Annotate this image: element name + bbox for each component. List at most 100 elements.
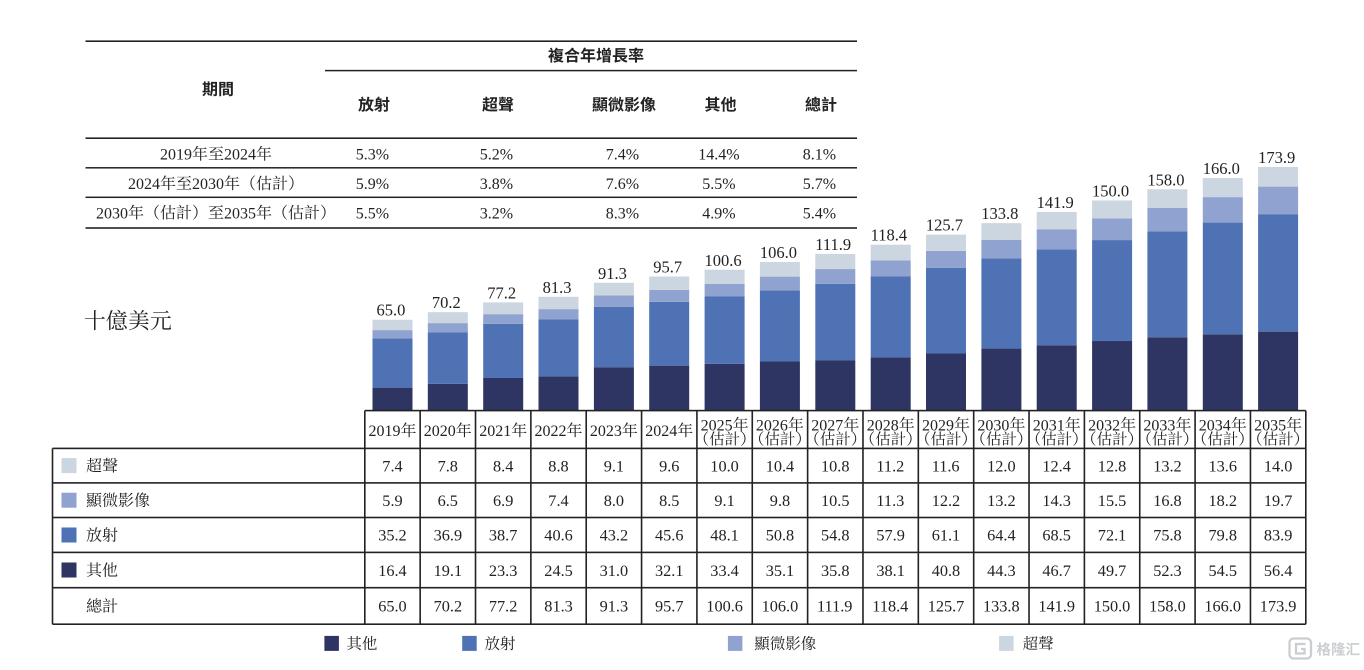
svg-text:56.4: 56.4: [1264, 561, 1293, 580]
svg-text:2026: 2026: [756, 417, 788, 434]
svg-text:2032: 2032: [1088, 417, 1120, 434]
svg-text:2019: 2019: [369, 423, 401, 440]
svg-text:64.4: 64.4: [987, 526, 1016, 545]
svg-text:11.2: 11.2: [876, 456, 904, 475]
svg-text:36.9: 36.9: [434, 526, 463, 545]
svg-text:2033: 2033: [1143, 417, 1175, 434]
svg-text:2021: 2021: [479, 423, 511, 440]
svg-text:57.9: 57.9: [876, 526, 905, 545]
svg-text:2035: 2035: [1254, 417, 1286, 434]
svg-text:61.1: 61.1: [932, 526, 961, 545]
svg-text:5.7%: 5.7%: [803, 176, 836, 193]
svg-text:50.8: 50.8: [766, 526, 795, 545]
svg-text:10.0: 10.0: [710, 456, 739, 475]
svg-text:6.5: 6.5: [438, 491, 458, 510]
svg-text:125.7: 125.7: [928, 597, 965, 616]
svg-text:2020: 2020: [424, 423, 456, 440]
svg-text:23.3: 23.3: [489, 561, 518, 580]
svg-text:46.7: 46.7: [1042, 561, 1071, 580]
svg-text:91.3: 91.3: [598, 264, 627, 283]
svg-text:5.5%: 5.5%: [356, 205, 389, 222]
svg-text:70.2: 70.2: [432, 293, 461, 312]
svg-text:38.7: 38.7: [489, 526, 518, 545]
svg-text:5.3%: 5.3%: [356, 147, 389, 164]
svg-text:2022: 2022: [535, 423, 567, 440]
svg-text:7.4: 7.4: [548, 491, 568, 510]
svg-text:111.9: 111.9: [815, 235, 851, 254]
svg-text:49.7: 49.7: [1098, 561, 1127, 580]
svg-text:5.9: 5.9: [382, 491, 402, 510]
svg-text:106.0: 106.0: [762, 597, 799, 616]
svg-text:16.8: 16.8: [1153, 491, 1182, 510]
svg-text:2031: 2031: [1033, 417, 1065, 434]
svg-text:81.3: 81.3: [544, 597, 573, 616]
svg-text:2030: 2030: [192, 176, 224, 193]
svg-text:111.9: 111.9: [817, 597, 852, 616]
svg-text:91.3: 91.3: [600, 597, 629, 616]
svg-text:40.8: 40.8: [932, 561, 961, 580]
svg-text:38.1: 38.1: [876, 561, 905, 580]
svg-text:106.0: 106.0: [760, 243, 797, 262]
svg-text:16.4: 16.4: [378, 561, 407, 580]
svg-text:2034: 2034: [1199, 417, 1231, 434]
svg-text:2019: 2019: [160, 147, 192, 164]
svg-text:77.2: 77.2: [489, 597, 518, 616]
svg-text:44.3: 44.3: [987, 561, 1016, 580]
svg-text:33.4: 33.4: [710, 561, 739, 580]
svg-text:19.1: 19.1: [434, 561, 463, 580]
svg-text:72.1: 72.1: [1098, 526, 1127, 545]
svg-text:7.4: 7.4: [382, 456, 402, 475]
svg-text:8.5: 8.5: [659, 491, 679, 510]
svg-text:125.7: 125.7: [926, 216, 963, 235]
svg-text:2028: 2028: [867, 417, 899, 434]
svg-text:48.1: 48.1: [710, 526, 739, 545]
svg-text:35.8: 35.8: [821, 561, 850, 580]
svg-text:40.6: 40.6: [544, 526, 573, 545]
svg-text:54.5: 54.5: [1209, 561, 1238, 580]
svg-text:158.0: 158.0: [1147, 170, 1184, 189]
svg-text:2023: 2023: [590, 423, 622, 440]
svg-text:70.2: 70.2: [434, 597, 463, 616]
svg-text:5.2%: 5.2%: [480, 147, 513, 164]
svg-text:150.0: 150.0: [1094, 597, 1131, 616]
svg-text:68.5: 68.5: [1042, 526, 1071, 545]
svg-text:8.0: 8.0: [604, 491, 624, 510]
svg-text:19.7: 19.7: [1264, 491, 1293, 510]
svg-text:166.0: 166.0: [1204, 597, 1241, 616]
svg-text:8.8: 8.8: [548, 456, 568, 475]
svg-text:18.2: 18.2: [1209, 491, 1238, 510]
svg-text:77.2: 77.2: [487, 283, 516, 302]
svg-text:2030: 2030: [977, 417, 1009, 434]
svg-text:133.8: 133.8: [981, 204, 1018, 223]
svg-text:10.5: 10.5: [821, 491, 850, 510]
svg-text:7.4%: 7.4%: [606, 147, 639, 164]
svg-text:9.1: 9.1: [714, 491, 734, 510]
svg-text:2030: 2030: [96, 205, 128, 222]
svg-text:12.8: 12.8: [1098, 456, 1127, 475]
svg-text:9.6: 9.6: [659, 456, 679, 475]
svg-text:100.6: 100.6: [706, 597, 743, 616]
svg-text:83.9: 83.9: [1264, 526, 1293, 545]
svg-text:6.9: 6.9: [493, 491, 513, 510]
svg-text:75.8: 75.8: [1153, 526, 1182, 545]
svg-text:7.6%: 7.6%: [606, 176, 639, 193]
svg-text:158.0: 158.0: [1149, 597, 1186, 616]
svg-text:15.5: 15.5: [1098, 491, 1127, 510]
svg-text:118.4: 118.4: [871, 226, 908, 245]
svg-text:118.4: 118.4: [872, 597, 908, 616]
svg-text:65.0: 65.0: [377, 301, 406, 320]
svg-text:32.1: 32.1: [655, 561, 684, 580]
svg-text:13.2: 13.2: [1153, 456, 1182, 475]
svg-text:81.3: 81.3: [543, 278, 572, 297]
svg-text:11.6: 11.6: [932, 456, 960, 475]
svg-text:11.3: 11.3: [876, 491, 904, 510]
svg-text:45.6: 45.6: [655, 526, 684, 545]
svg-text:65.0: 65.0: [378, 597, 407, 616]
svg-text:173.9: 173.9: [1260, 597, 1297, 616]
svg-text:141.9: 141.9: [1037, 193, 1074, 212]
svg-text:5.9%: 5.9%: [356, 176, 389, 193]
svg-text:2024: 2024: [128, 176, 160, 193]
svg-text:12.4: 12.4: [1042, 456, 1071, 475]
svg-text:141.9: 141.9: [1038, 597, 1075, 616]
svg-text:12.2: 12.2: [932, 491, 961, 510]
